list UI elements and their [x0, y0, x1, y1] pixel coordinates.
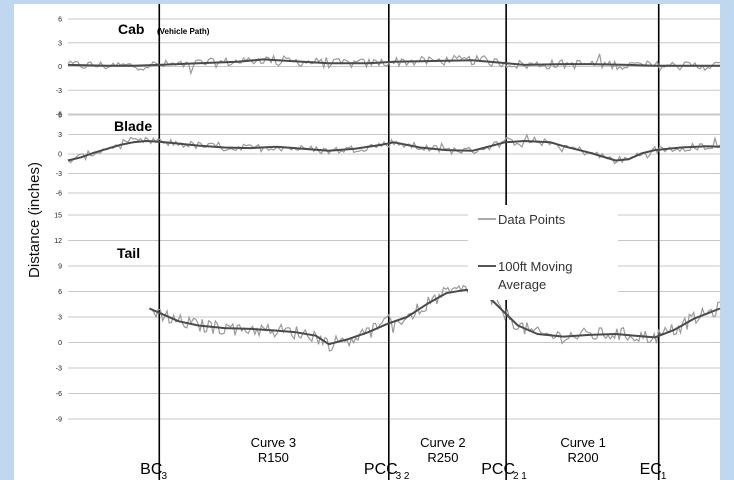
- tail-y-tick-label: 0: [58, 340, 62, 347]
- curve-radius-curve1: R200: [568, 450, 599, 465]
- left-frame: [0, 0, 14, 480]
- cab-y-tick-label: 3: [58, 40, 62, 47]
- tail-moving-average-line: [149, 288, 721, 346]
- curve-radius-curve3: R150: [258, 450, 289, 465]
- blade-panel-title: Blade: [114, 118, 152, 134]
- legend-label-data-points: Data Points: [498, 212, 566, 227]
- top-frame: [0, 0, 734, 4]
- station-label-pcc32: PCC: [364, 461, 398, 478]
- cab-y-tick-label: 6: [58, 17, 62, 24]
- station-label-pcc21: PCC: [481, 461, 515, 478]
- station-subscript-bc3: 3: [161, 471, 167, 480]
- tail-y-tick-label: 3: [58, 315, 62, 322]
- right-frame: [720, 0, 734, 480]
- chart-legend: Data Points 100ft Moving Average: [468, 205, 618, 300]
- curve-label-curve1: Curve 1: [560, 435, 606, 450]
- blade-y-tick-label: 0: [58, 152, 62, 159]
- cab-y-tick-label: -6: [56, 112, 62, 119]
- legend-background: [468, 205, 618, 300]
- blade-y-tick-label: 6: [58, 113, 62, 120]
- tail-y-tick-label: 9: [58, 264, 62, 271]
- station-label-ec1: EC: [640, 461, 662, 478]
- tail-y-tick-label: -3: [56, 366, 62, 373]
- station-subscript-pcc21: 2 1: [513, 471, 527, 480]
- tail-y-tick-label: -6: [56, 391, 62, 398]
- tail-y-tick-label: -9: [56, 417, 62, 424]
- tail-y-tick-label: 15: [54, 213, 62, 220]
- legend-label-moving-average-line2: Average: [498, 277, 546, 292]
- cab-y-tick-label: -3: [56, 88, 62, 95]
- blade-y-tick-label: -6: [56, 191, 62, 198]
- data-series: [67, 53, 721, 352]
- station-subscript-pcc32: 3 2: [396, 471, 410, 480]
- blade-moving-average-line: [67, 140, 721, 162]
- tail-y-tick-label: 6: [58, 289, 62, 296]
- cab-y-tick-label: 0: [58, 64, 62, 71]
- y-axis-label: Distance (inches): [26, 162, 43, 278]
- station-label-bc3: BC: [140, 461, 162, 478]
- legend-label-moving-average-line1: 100ft Moving: [498, 259, 572, 274]
- curve-label-curve2: Curve 2: [420, 435, 466, 450]
- curve-label-curve3: Curve 3: [251, 435, 297, 450]
- cab-panel-title: Cab: [118, 21, 144, 37]
- blade-y-tick-label: 3: [58, 132, 62, 139]
- cab-panel-subtitle: (Vehicle Path): [157, 27, 210, 36]
- tail-y-tick-label: 12: [54, 238, 62, 245]
- blade-y-tick-label: -3: [56, 171, 62, 178]
- cab-moving-average-line: [67, 58, 720, 67]
- curve-radius-curve2: R250: [427, 450, 458, 465]
- tail-panel-title: Tail: [117, 245, 140, 261]
- station-subscript-ec1: 1: [661, 471, 667, 480]
